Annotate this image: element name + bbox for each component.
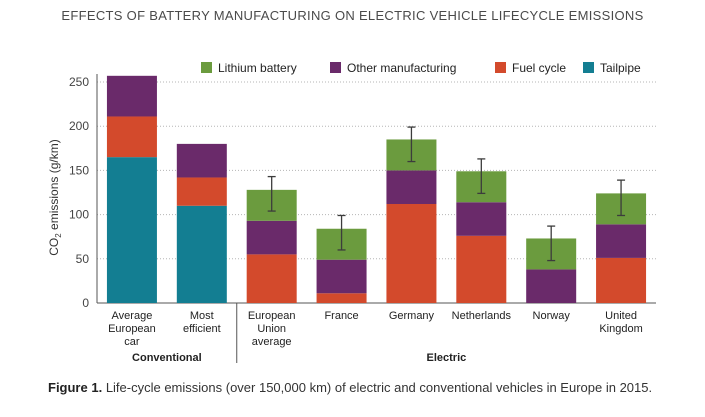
x-tick-label: Norway (533, 310, 571, 322)
y-axis-label: CO2 emissions (g/km) (47, 139, 63, 255)
x-tick-label: European (248, 310, 296, 322)
bar-tailpipe (176, 205, 227, 303)
x-tick-label: Union (257, 323, 286, 335)
y-tick-label: 50 (76, 252, 90, 266)
legend-label: Lithium battery (218, 61, 297, 75)
legend-swatch (583, 62, 594, 73)
legend-label: Tailpipe (600, 61, 641, 75)
bar-other-manufacturing (386, 170, 437, 204)
y-tick-label: 250 (69, 75, 89, 89)
legend-swatch (330, 62, 341, 73)
legend-label: Other manufacturing (347, 61, 456, 75)
group-label: Electric (427, 352, 467, 364)
bar-tailpipe (106, 157, 157, 303)
legend-label: Fuel cycle (512, 61, 566, 75)
caption-label: Figure 1. (48, 380, 103, 395)
y-axis-label-rest: emissions (g/km) (47, 139, 61, 233)
bar-fuel-cycle (106, 116, 157, 158)
x-tick-label: efficient (183, 323, 221, 335)
x-tick-label: United (605, 310, 637, 322)
bar-other-manufacturing (526, 269, 577, 303)
chart-title: EFFECTS OF BATTERY MANUFACTURING ON ELEC… (61, 8, 644, 23)
bar-fuel-cycle (596, 257, 647, 303)
bar-fuel-cycle (176, 177, 227, 206)
bar-other-manufacturing (106, 75, 157, 117)
bar-other-manufacturing (176, 143, 227, 178)
x-tick-label: Kingdom (599, 323, 642, 335)
y-axis-label-main: CO (47, 238, 61, 256)
bar-fuel-cycle (246, 254, 297, 303)
group-label: Conventional (132, 352, 202, 364)
x-tick-label: France (324, 310, 358, 322)
bar-fuel-cycle (386, 203, 437, 303)
x-tick-label: average (252, 336, 292, 348)
bar-other-manufacturing (316, 259, 367, 294)
caption-text: Life-cycle emissions (over 150,000 km) o… (105, 380, 653, 395)
x-tick-label: Average (112, 310, 153, 322)
x-tick-label: European (108, 323, 156, 335)
legend-swatch (201, 62, 212, 73)
y-tick-label: 100 (69, 208, 89, 222)
y-tick-label: 0 (82, 296, 89, 310)
bar-fuel-cycle (456, 235, 507, 303)
bar-other-manufacturing (246, 220, 297, 255)
x-tick-label: car (124, 336, 140, 348)
x-tick-label: Netherlands (452, 310, 512, 322)
y-axis-label-subscript: 2 (54, 233, 63, 238)
x-tick-label: Most (190, 310, 214, 322)
bar-other-manufacturing (456, 202, 507, 236)
bar-fuel-cycle (316, 293, 367, 303)
y-tick-label: 150 (69, 163, 89, 177)
x-tick-label: Germany (389, 310, 435, 322)
y-tick-label: 200 (69, 119, 89, 133)
figure-caption: Figure 1. Life-cycle emissions (over 150… (48, 380, 688, 396)
legend-swatch (495, 62, 506, 73)
bar-other-manufacturing (596, 224, 647, 258)
